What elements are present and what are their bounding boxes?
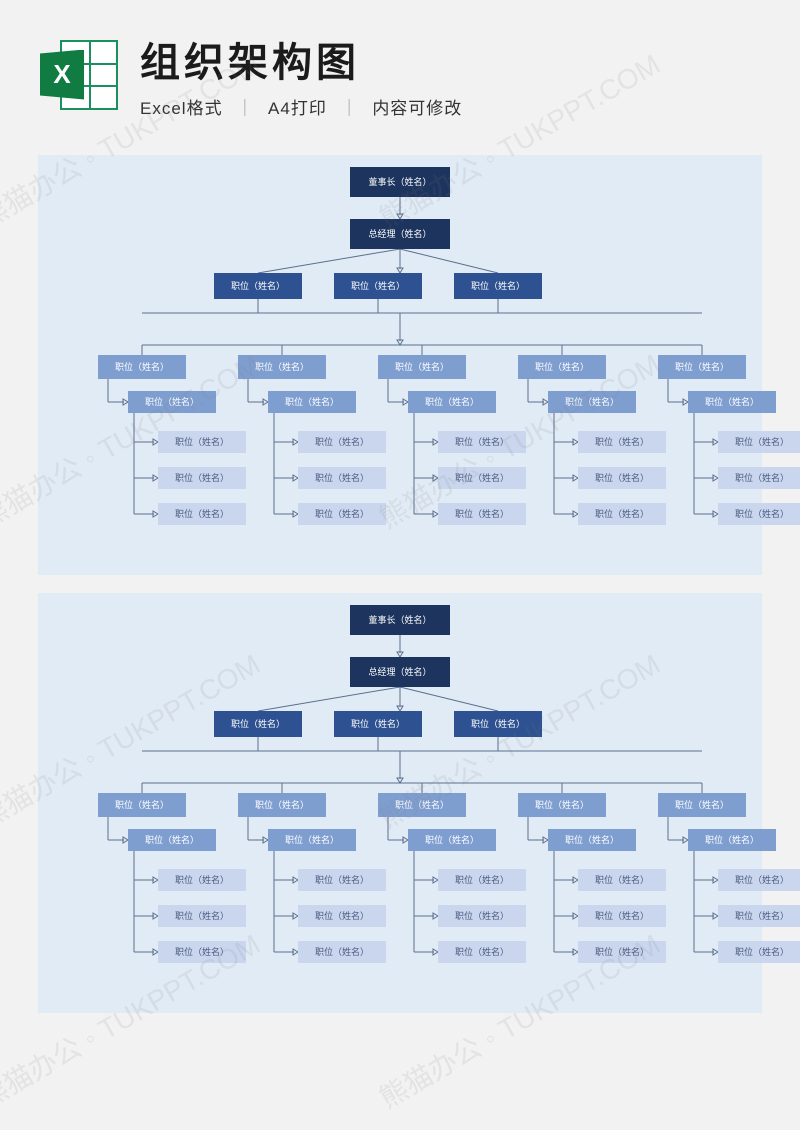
org-leaf: 职位（姓名） [438, 467, 526, 489]
org-leaf: 职位（姓名） [718, 467, 800, 489]
org-dept-sub: 职位（姓名） [408, 391, 496, 413]
org-l3-node: 职位（姓名） [214, 273, 302, 299]
org-dept-sub: 职位（姓名） [128, 829, 216, 851]
org-dept-sub: 职位（姓名） [268, 829, 356, 851]
org-leaf: 职位（姓名） [158, 503, 246, 525]
org-leaf: 职位（姓名） [158, 941, 246, 963]
org-dept-head: 职位（姓名） [378, 355, 466, 379]
excel-badge: X [40, 50, 84, 100]
org-leaf: 职位（姓名） [718, 503, 800, 525]
org-leaf: 职位（姓名） [158, 869, 246, 891]
org-leaf: 职位（姓名） [578, 431, 666, 453]
org-l3-node: 职位（姓名） [454, 711, 542, 737]
org-dept-sub: 职位（姓名） [268, 391, 356, 413]
org-dept-sub: 职位（姓名） [688, 829, 776, 851]
org-l3-node: 职位（姓名） [214, 711, 302, 737]
org-dept-head: 职位（姓名） [378, 793, 466, 817]
org-leaf: 职位（姓名） [578, 941, 666, 963]
org-leaf: 职位（姓名） [158, 467, 246, 489]
org-leaf: 职位（姓名） [298, 869, 386, 891]
org-dept-sub: 职位（姓名） [548, 829, 636, 851]
org-leaf: 职位（姓名） [438, 941, 526, 963]
org-leaf: 职位（姓名） [298, 503, 386, 525]
org-leaf: 职位（姓名） [298, 431, 386, 453]
org-chart-panel: 董事长（姓名）总经理（姓名）职位（姓名）职位（姓名）职位（姓名）职位（姓名）职位… [38, 155, 762, 575]
org-leaf: 职位（姓名） [718, 431, 800, 453]
org-l3-node: 职位（姓名） [334, 711, 422, 737]
org-chairman: 董事长（姓名） [350, 605, 450, 635]
org-l3-node: 职位（姓名） [334, 273, 422, 299]
org-leaf: 职位（姓名） [158, 905, 246, 927]
org-leaf: 职位（姓名） [438, 503, 526, 525]
org-leaf: 职位（姓名） [578, 905, 666, 927]
org-dept-sub: 职位（姓名） [548, 391, 636, 413]
org-l3-node: 职位（姓名） [454, 273, 542, 299]
org-dept-head: 职位（姓名） [518, 355, 606, 379]
page-header: X 组织架构图 Excel格式 ｜ A4打印 ｜ 内容可修改 [0, 0, 800, 137]
org-leaf: 职位（姓名） [438, 869, 526, 891]
org-leaf: 职位（姓名） [438, 905, 526, 927]
org-leaf: 职位（姓名） [298, 941, 386, 963]
org-dept-head: 职位（姓名） [98, 793, 186, 817]
org-dept-sub: 职位（姓名） [128, 391, 216, 413]
org-dept-head: 职位（姓名） [658, 355, 746, 379]
org-dept-head: 职位（姓名） [238, 355, 326, 379]
org-dept-sub: 职位（姓名） [408, 829, 496, 851]
org-dept-head: 职位（姓名） [238, 793, 326, 817]
org-leaf: 职位（姓名） [578, 869, 666, 891]
org-dept-sub: 职位（姓名） [688, 391, 776, 413]
org-leaf: 职位（姓名） [298, 905, 386, 927]
org-leaf: 职位（姓名） [718, 869, 800, 891]
org-leaf: 职位（姓名） [578, 503, 666, 525]
org-dept-head: 职位（姓名） [658, 793, 746, 817]
org-leaf: 职位（姓名） [718, 905, 800, 927]
org-dept-head: 职位（姓名） [518, 793, 606, 817]
org-leaf: 职位（姓名） [158, 431, 246, 453]
org-leaf: 职位（姓名） [718, 941, 800, 963]
org-leaf: 职位（姓名） [578, 467, 666, 489]
org-leaf: 职位（姓名） [298, 467, 386, 489]
org-dept-head: 职位（姓名） [98, 355, 186, 379]
excel-icon: X [40, 36, 118, 114]
org-gm: 总经理（姓名） [350, 657, 450, 687]
page-title: 组织架构图 [140, 30, 462, 88]
org-leaf: 职位（姓名） [438, 431, 526, 453]
page-subtitle: Excel格式 ｜ A4打印 ｜ 内容可修改 [140, 94, 462, 119]
org-gm: 总经理（姓名） [350, 219, 450, 249]
org-chart-panel: 董事长（姓名）总经理（姓名）职位（姓名）职位（姓名）职位（姓名）职位（姓名）职位… [38, 593, 762, 1013]
org-chairman: 董事长（姓名） [350, 167, 450, 197]
